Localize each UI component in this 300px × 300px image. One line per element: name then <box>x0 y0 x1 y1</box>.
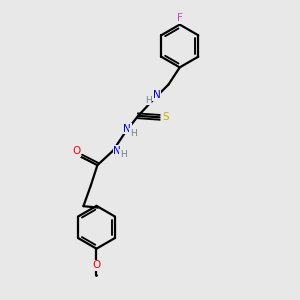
Text: H: H <box>130 129 136 138</box>
Text: O: O <box>92 260 101 270</box>
Text: H: H <box>145 96 152 105</box>
Text: N: N <box>153 90 160 100</box>
Text: O: O <box>73 146 81 157</box>
Text: N: N <box>113 146 121 156</box>
Text: N: N <box>123 124 131 134</box>
Text: S: S <box>163 112 170 122</box>
Text: F: F <box>177 13 183 23</box>
Text: H: H <box>120 150 127 159</box>
